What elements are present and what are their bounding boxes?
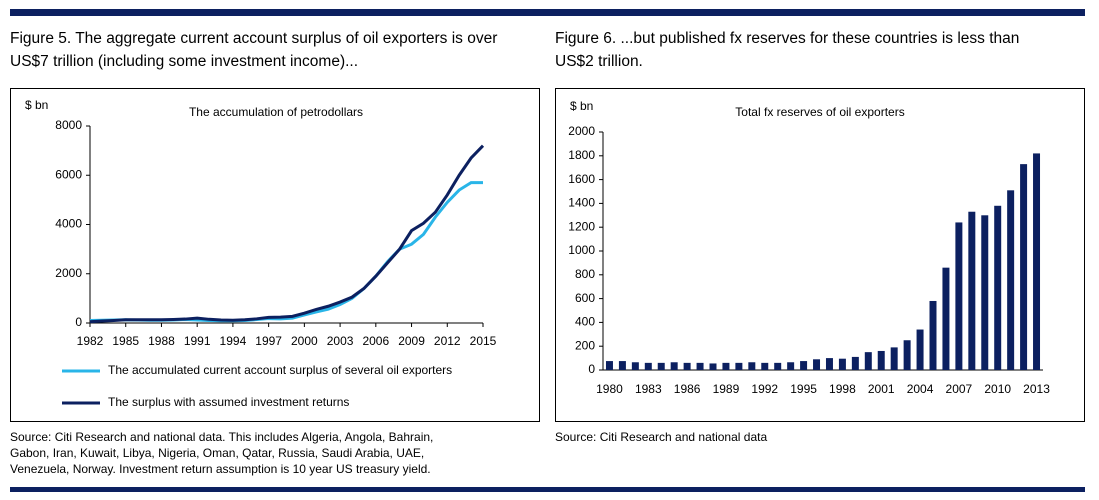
bar <box>787 362 795 370</box>
x-tick-label: 1992 <box>751 382 778 396</box>
x-tick-label: 1998 <box>829 382 856 396</box>
legend-label: The accumulated current account surplus … <box>108 363 452 377</box>
x-tick-label: 1991 <box>184 334 211 348</box>
x-tick-label: 1986 <box>674 382 701 396</box>
y-tick-label: 0 <box>75 315 82 329</box>
x-tick-label: 1985 <box>112 334 139 348</box>
y-axis-label: $ bn <box>25 98 48 112</box>
bar <box>761 362 769 370</box>
line-series <box>89 144 485 324</box>
figure-caption: US$7 trillion (including some investment… <box>10 53 358 70</box>
y-tick-label: 6000 <box>55 167 82 181</box>
y-tick-label: 1800 <box>568 148 595 162</box>
bar <box>877 350 885 370</box>
x-tick-label: 1982 <box>77 334 104 348</box>
bar <box>735 362 743 370</box>
bar <box>605 361 613 370</box>
bar <box>890 347 898 370</box>
x-tick-label: 2004 <box>907 382 934 396</box>
bar <box>994 205 1002 370</box>
y-tick-label: 4000 <box>55 217 82 231</box>
figure-caption: Figure 5. The aggregate current account … <box>10 30 497 47</box>
legend-label: The surplus with assumed investment retu… <box>108 395 349 409</box>
x-tick-label: 2013 <box>1023 382 1050 396</box>
bar <box>1020 164 1028 370</box>
y-axis-label: $ bn <box>570 99 593 113</box>
bar <box>968 211 976 370</box>
bar <box>955 222 963 370</box>
bottom-rule <box>10 487 1085 492</box>
bar <box>942 267 950 370</box>
y-tick-label: 2000 <box>568 124 595 138</box>
y-tick-label: 0 <box>588 362 595 376</box>
bar <box>722 362 730 370</box>
x-tick-label: 1994 <box>220 334 247 348</box>
line-series <box>89 181 483 323</box>
bar <box>825 358 833 370</box>
x-tick-label: 2001 <box>868 382 895 396</box>
bar <box>1033 153 1041 370</box>
bar <box>670 362 678 370</box>
x-tick-label: 2007 <box>946 382 973 396</box>
x-tick-label: 1989 <box>713 382 740 396</box>
y-tick-label: 200 <box>575 338 595 352</box>
bar <box>696 362 704 370</box>
frame <box>10 88 540 422</box>
bar <box>851 356 859 370</box>
bar <box>838 358 846 370</box>
x-tick-label: 2015 <box>470 334 497 348</box>
x-tick-label: 1980 <box>596 382 623 396</box>
figure-caption: US$2 trillion. <box>555 53 643 70</box>
source-note: Venezuela, Norway. Investment return ass… <box>10 462 431 476</box>
bar <box>657 362 665 370</box>
x-tick-label: 2009 <box>398 334 425 348</box>
x-tick-label: 1995 <box>790 382 817 396</box>
bar <box>800 361 808 370</box>
top-rule <box>10 9 1085 16</box>
bar <box>1007 190 1015 370</box>
y-tick-label: 1400 <box>568 196 595 210</box>
source-note: Source: Citi Research and national data <box>555 430 767 444</box>
y-tick-label: 1200 <box>568 219 595 233</box>
source-note: Gabon, Iran, Kuwait, Libya, Nigeria, Oma… <box>10 446 424 460</box>
bar <box>631 362 639 370</box>
x-tick-label: 2006 <box>362 334 389 348</box>
x-tick-label: 1983 <box>635 382 662 396</box>
x-tick-label: 2000 <box>291 334 318 348</box>
y-tick-label: 1000 <box>568 243 595 257</box>
bar <box>929 300 937 370</box>
x-tick-label: 2010 <box>984 382 1011 396</box>
frame <box>555 88 1085 422</box>
x-tick-label: 1988 <box>148 334 175 348</box>
x-tick-label: 2003 <box>327 334 354 348</box>
y-tick-label: 400 <box>575 315 595 329</box>
y-tick-label: 600 <box>575 291 595 305</box>
chart-title: The accumulation of petrodollars <box>189 105 363 119</box>
source-note: Source: Citi Research and national data.… <box>10 430 433 444</box>
bar <box>774 362 782 370</box>
y-tick-label: 2000 <box>55 266 82 280</box>
bar <box>903 340 911 370</box>
bar <box>618 361 626 370</box>
bar <box>644 362 652 370</box>
x-tick-label: 1997 <box>255 334 282 348</box>
bar <box>981 215 989 370</box>
bar <box>864 352 872 370</box>
x-tick-label: 2012 <box>434 334 461 348</box>
bar <box>683 362 691 370</box>
bar <box>813 359 821 370</box>
y-tick-label: 1600 <box>568 172 595 186</box>
y-tick-label: 8000 <box>55 118 82 132</box>
figure-caption: Figure 6. ...but published fx reserves f… <box>555 30 1019 47</box>
chart-title: Total fx reserves of oil exporters <box>735 105 904 119</box>
bar <box>748 362 756 370</box>
y-tick-label: 800 <box>575 267 595 281</box>
bar <box>916 329 924 370</box>
bar <box>709 363 717 370</box>
